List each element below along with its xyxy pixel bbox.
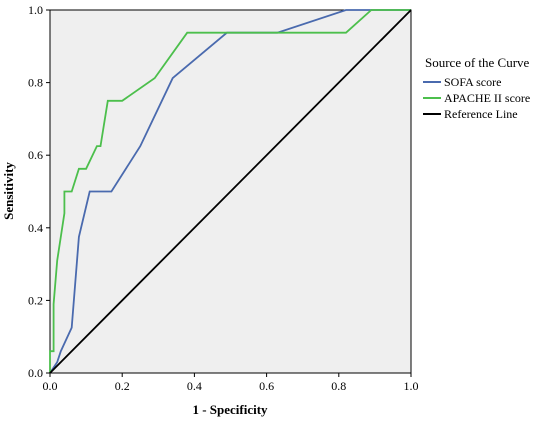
y-tick-label: 0.6 <box>28 148 43 162</box>
y-tick-label: 0.4 <box>28 221 43 235</box>
legend-label-apache-ii-score: APACHE II score <box>444 91 530 105</box>
x-axis-ticks: 0.0 0.2 0.4 0.6 0.8 1.0 <box>43 373 419 393</box>
x-tick-label: 1.0 <box>404 379 419 393</box>
x-tick-label: 0.4 <box>187 379 202 393</box>
legend-label-reference-line: Reference Line <box>444 107 518 121</box>
x-tick-label: 0.6 <box>259 379 274 393</box>
legend-items: SOFA score APACHE II score Reference Line <box>423 75 530 121</box>
x-tick-label: 0.2 <box>115 379 130 393</box>
y-tick-label: 0.0 <box>28 366 43 380</box>
legend-label-sofa-score: SOFA score <box>444 75 501 89</box>
y-axis-ticks: 0.0 0.2 0.4 0.6 0.8 1.0 <box>28 3 50 380</box>
y-tick-label: 0.8 <box>28 76 43 90</box>
series-line-apache-ii-score <box>49 9 411 373</box>
x-axis-title: 1 - Specificity <box>192 402 268 417</box>
series-line-reference-line <box>49 9 412 374</box>
series-layer <box>49 9 412 374</box>
y-tick-label: 0.2 <box>28 293 43 307</box>
x-tick-label: 0.8 <box>331 379 346 393</box>
x-tick-label: 0.0 <box>43 379 58 393</box>
legend: Source of the Curve SOFA score APACHE II … <box>423 55 530 121</box>
y-tick-label: 1.0 <box>28 3 43 17</box>
y-axis-title: Sensitivity <box>1 162 16 220</box>
legend-title: Source of the Curve <box>425 55 530 70</box>
